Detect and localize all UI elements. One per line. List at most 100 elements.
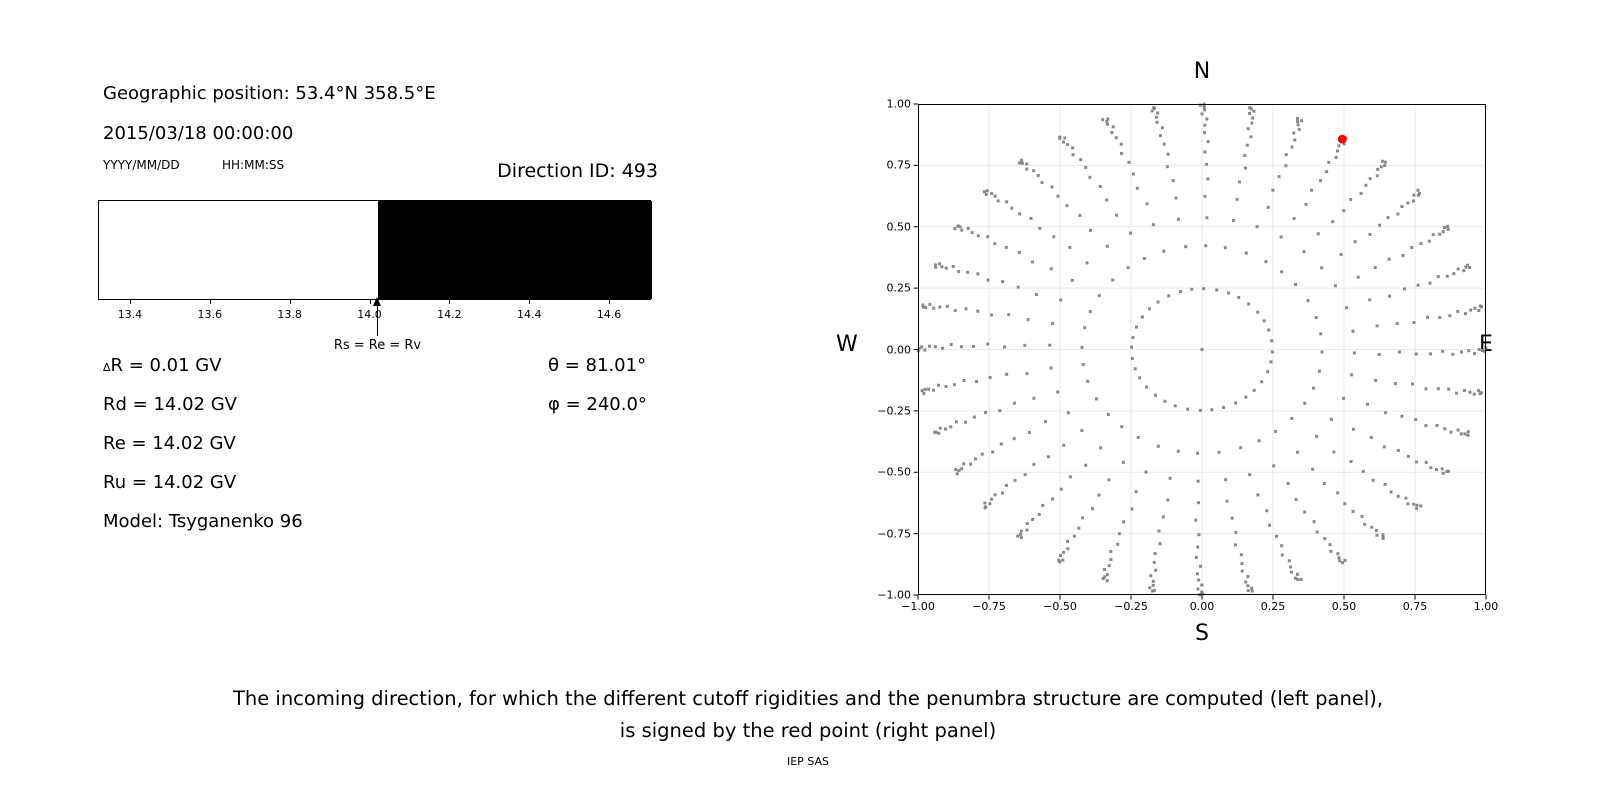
direction-dot [983,501,987,505]
direction-dot [1230,516,1234,520]
direction-scatter-plot [913,102,1488,600]
model-text: Model: Tsyganenko 96 [103,511,303,532]
direction-dot [1165,165,1169,169]
direction-dot [1447,387,1451,391]
direction-dot [1121,460,1125,464]
direction-dot [1468,266,1472,270]
direction-dot [1019,529,1023,533]
direction-dot [1329,549,1333,553]
direction-dot [1296,578,1300,582]
direction-dot [1013,401,1017,405]
direction-dot [1265,509,1269,513]
direction-dot [996,199,1000,203]
direction-dot [1244,580,1248,584]
penumbra-tick-mark [209,300,211,304]
direction-dot [1198,408,1202,412]
direction-dot [1243,153,1247,157]
direction-dot [1436,387,1440,391]
direction-dot [988,376,992,380]
direction-dot [1105,573,1109,577]
direction-dot [1196,545,1200,549]
y-tick-label: 0.50 [886,220,912,234]
direction-dot [1090,507,1094,511]
direction-dot [1037,513,1041,517]
direction-dot [1088,310,1092,314]
direction-dot [1148,307,1152,311]
direction-dot [1345,306,1349,310]
direction-dot [1105,119,1109,123]
direction-dot [1441,471,1445,475]
direction-dot [1428,352,1432,356]
direction-dot [932,388,936,392]
direction-dot [1342,396,1346,400]
direction-dot [1204,244,1208,248]
x-tick-label: −0.25 [1114,600,1148,613]
direction-dot [1223,246,1227,250]
direction-dot [1464,265,1468,269]
direction-dot [1369,435,1373,439]
direction-dot [1299,577,1303,581]
direction-dot [1303,401,1307,405]
direction-dot [1381,533,1385,537]
direction-dot [1201,592,1205,596]
penumbra-forbidden-region [378,201,652,299]
direction-dot [923,387,927,391]
direction-dot [1247,302,1251,306]
direction-dot [952,383,956,387]
y-tick-label: 0.00 [886,343,912,356]
penumbra-tick-label: 14.2 [437,308,462,321]
direction-dot [1455,391,1459,395]
direction-dot [1245,143,1249,147]
direction-dot [1424,460,1428,464]
ru-value: Ru = 14.02 GV [103,472,236,494]
direction-dot [1343,502,1347,506]
direction-dot [921,303,925,307]
direction-dot [1088,175,1092,179]
y-tick-label: 0.75 [886,158,912,172]
direction-dot [1410,246,1414,250]
direction-dot [1215,288,1219,292]
direction-dot [1438,316,1442,320]
rd-text: Rd = 14.02 GV [103,394,237,415]
direction-dot [993,194,997,198]
direction-dot [1337,556,1341,560]
direction-dot [1315,434,1319,438]
direction-dot [1311,386,1315,390]
direction-dot [1302,250,1306,254]
direction-dot [1389,490,1393,494]
direction-dot [1383,160,1387,164]
direction-dot [943,427,947,431]
direction-dot [1250,121,1254,125]
direction-dot [1013,478,1017,482]
direction-dot [1138,376,1142,380]
direction-dot [962,462,966,466]
direction-dot [1249,135,1253,139]
ru-text: Ru = 14.02 GV [103,472,237,493]
direction-dot [1203,108,1207,112]
direction-dot [1456,267,1460,271]
direction-dot [1256,493,1260,497]
direction-dot [1005,483,1009,487]
penumbra-tick-label: 13.4 [117,308,143,321]
direction-dot [1376,167,1380,171]
direction-dot [1106,117,1110,121]
direction-dot [1167,294,1171,298]
y-tick-label: 0.25 [886,281,912,295]
direction-dot [958,225,962,229]
direction-dot [953,309,957,313]
direction-dot [1356,275,1360,279]
direction-dot [1445,274,1449,278]
direction-dot [1119,142,1123,146]
direction-dot [1294,498,1298,502]
direction-dot [1246,584,1250,588]
direction-dot [1203,194,1207,198]
direction-dot [1264,260,1268,264]
direction-dot [1080,429,1084,433]
penumbra-tick-mark [609,300,611,304]
direction-dot [1068,245,1072,249]
direction-dot [1195,572,1199,576]
penumbra-chart [98,200,652,300]
direction-dot [1158,542,1162,546]
direction-dot [1136,435,1140,439]
date-format-label: YYYY/MM/DD [103,158,180,172]
